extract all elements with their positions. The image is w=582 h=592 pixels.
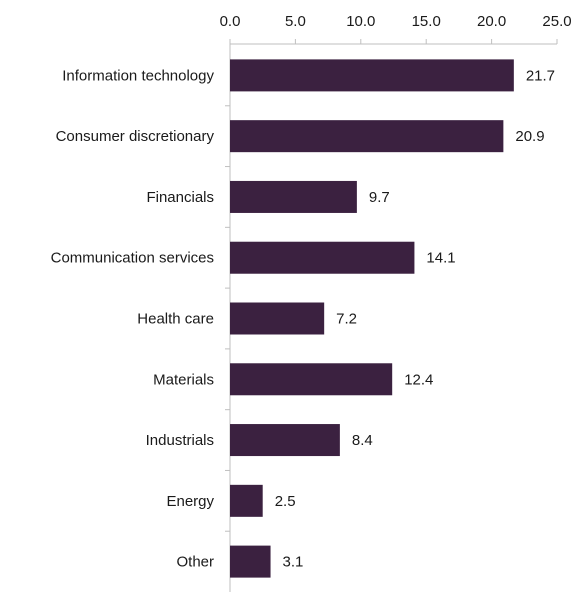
category-label: Materials bbox=[153, 371, 214, 388]
value-label: 9.7 bbox=[369, 189, 390, 206]
x-tick-label: 10.0 bbox=[346, 13, 375, 30]
category-label: Consumer discretionary bbox=[56, 128, 215, 145]
y-axis bbox=[225, 44, 231, 592]
bar bbox=[230, 545, 271, 578]
x-tick-label: 0.0 bbox=[220, 13, 241, 30]
value-label: 21.7 bbox=[526, 67, 555, 84]
value-label: 7.2 bbox=[336, 311, 357, 328]
category-label: Financials bbox=[146, 189, 214, 206]
x-axis: 0.0 5.0 10.0 15.0 20.0 25.0 bbox=[220, 13, 572, 45]
category-labels: Information technology Consumer discretio… bbox=[51, 67, 215, 570]
value-label: 3.1 bbox=[283, 554, 304, 571]
x-tick-label: 15.0 bbox=[412, 13, 441, 30]
bar bbox=[230, 120, 504, 153]
value-label: 8.4 bbox=[352, 432, 373, 449]
bar bbox=[230, 59, 514, 92]
value-label: 20.9 bbox=[515, 128, 544, 145]
bar bbox=[230, 302, 325, 335]
category-label: Communication services bbox=[51, 250, 214, 267]
bar bbox=[230, 424, 340, 457]
x-tick-label: 5.0 bbox=[285, 13, 306, 30]
category-label: Industrials bbox=[146, 432, 214, 449]
category-label: Information technology bbox=[62, 67, 214, 84]
bar bbox=[230, 363, 393, 396]
bar bbox=[230, 241, 415, 274]
category-label: Health care bbox=[137, 311, 214, 328]
x-tick-label: 25.0 bbox=[542, 13, 571, 30]
value-label: 14.1 bbox=[426, 250, 455, 267]
bar bbox=[230, 484, 263, 517]
value-label: 12.4 bbox=[404, 371, 433, 388]
category-label: Other bbox=[176, 554, 214, 571]
bar bbox=[230, 180, 357, 213]
value-labels: 21.7 20.9 9.7 14.1 7.2 12.4 8.4 2.5 3.1 bbox=[275, 67, 555, 570]
category-label: Energy bbox=[166, 493, 214, 510]
value-label: 2.5 bbox=[275, 493, 296, 510]
bars bbox=[230, 59, 514, 578]
x-tick-label: 20.0 bbox=[477, 13, 506, 30]
